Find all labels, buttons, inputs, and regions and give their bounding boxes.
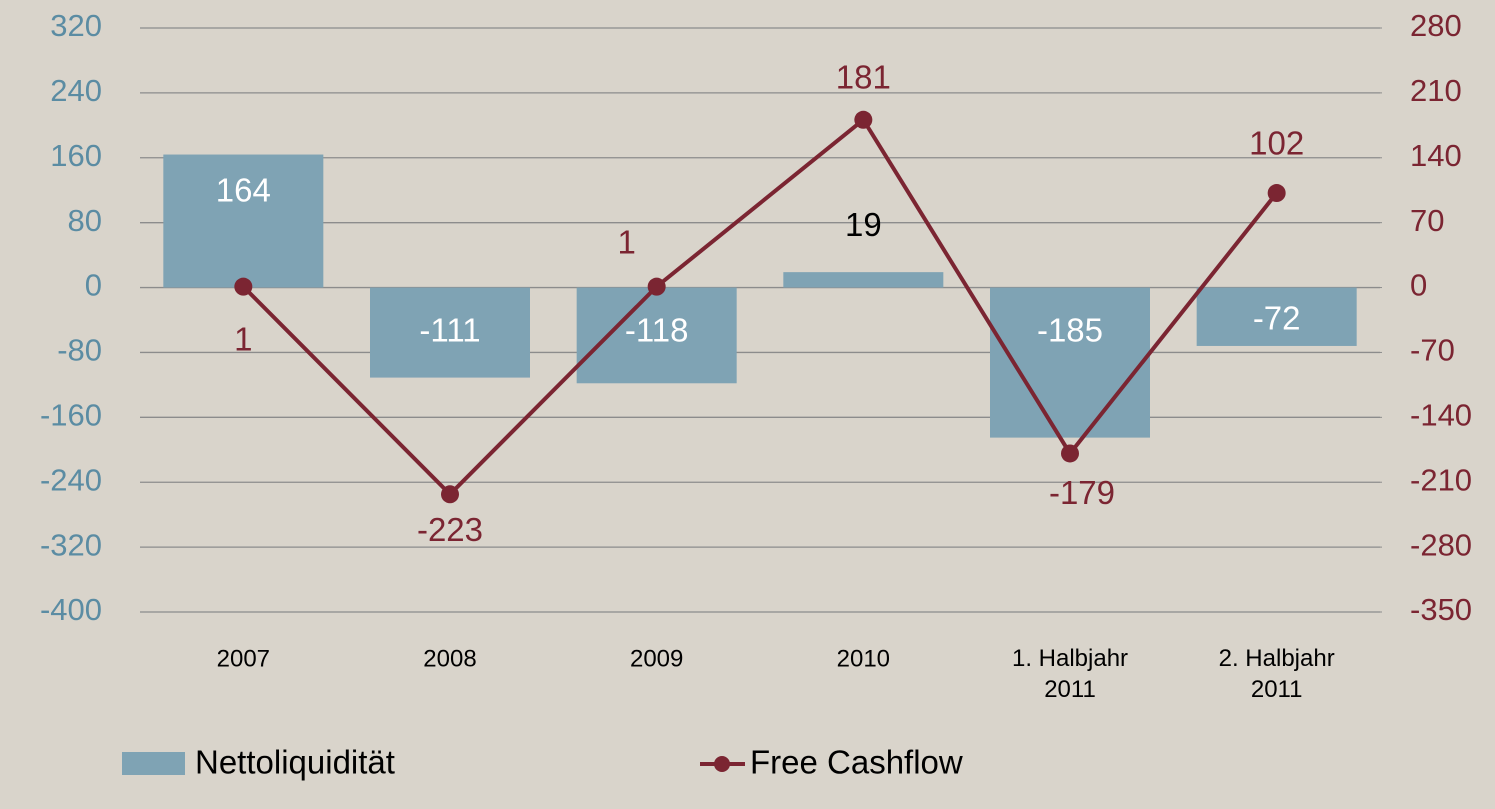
bar xyxy=(576,287,737,384)
line-marker xyxy=(441,485,459,504)
line-marker xyxy=(234,277,253,296)
y2-tick-label: 70 xyxy=(1410,203,1444,238)
line-value-label: 102 xyxy=(1249,125,1304,162)
legend-label: Nettoliquidität xyxy=(195,744,395,781)
bar xyxy=(163,154,324,288)
y2-tick-label: 280 xyxy=(1410,8,1462,43)
y2-tick-label: -140 xyxy=(1410,398,1472,433)
bar xyxy=(370,287,530,378)
y-tick-label: -240 xyxy=(40,462,102,497)
line-marker xyxy=(854,110,873,129)
x-tick-label: 2009 xyxy=(630,645,683,672)
line-value-label: -223 xyxy=(417,511,483,548)
bar-value-label: 164 xyxy=(216,171,271,208)
y2-tick-label: 140 xyxy=(1410,138,1462,173)
bar-value-label: -111 xyxy=(419,311,480,348)
legend-swatch xyxy=(122,752,185,775)
line-marker xyxy=(1061,444,1079,463)
line-marker xyxy=(647,277,666,296)
y-tick-label: -320 xyxy=(40,527,102,562)
line-value-label: 1 xyxy=(234,320,252,357)
y2-tick-label: 0 xyxy=(1410,268,1427,303)
line-marker xyxy=(1267,184,1286,203)
y2-tick-label: -280 xyxy=(1410,527,1472,562)
x-tick-label: 2. Halbjahr 2011 xyxy=(1219,645,1335,703)
y-tick-label: -160 xyxy=(40,398,102,433)
y2-tick-label: -70 xyxy=(1410,333,1455,368)
bar-value-label: -72 xyxy=(1253,300,1301,337)
y-tick-label: 160 xyxy=(50,138,102,173)
y-tick-label: 0 xyxy=(85,268,102,303)
y-tick-label: 80 xyxy=(68,203,102,238)
bar xyxy=(1196,287,1357,346)
line-value-label: -179 xyxy=(1049,474,1115,511)
line-value-label: 1 xyxy=(617,223,635,260)
y-tick-label: 320 xyxy=(50,8,102,43)
x-tick-label: 2007 xyxy=(217,645,270,672)
bar-value-label: -118 xyxy=(625,311,689,348)
line-value-label: 181 xyxy=(836,58,891,95)
y2-tick-label: -210 xyxy=(1410,462,1472,497)
y-tick-label: 240 xyxy=(50,73,102,108)
line xyxy=(241,116,1279,498)
x-tick-label: 2010 xyxy=(837,645,890,672)
bar xyxy=(783,272,944,288)
x-tick-label: 2008 xyxy=(423,645,476,672)
legend-label: Free Cashflow xyxy=(750,744,963,781)
y2-tick-label: 210 xyxy=(1410,73,1462,108)
y2-tick-label: -350 xyxy=(1410,592,1472,627)
y-tick-label: -80 xyxy=(57,333,102,368)
legend-marker xyxy=(714,756,730,772)
bar-value-label: 19 xyxy=(845,206,882,243)
bar-value-label: -185 xyxy=(1037,311,1103,348)
x-tick-label: 1. Halbjahr 2011 xyxy=(1012,645,1128,703)
bar xyxy=(990,287,1150,438)
y-tick-label: -400 xyxy=(40,592,102,627)
